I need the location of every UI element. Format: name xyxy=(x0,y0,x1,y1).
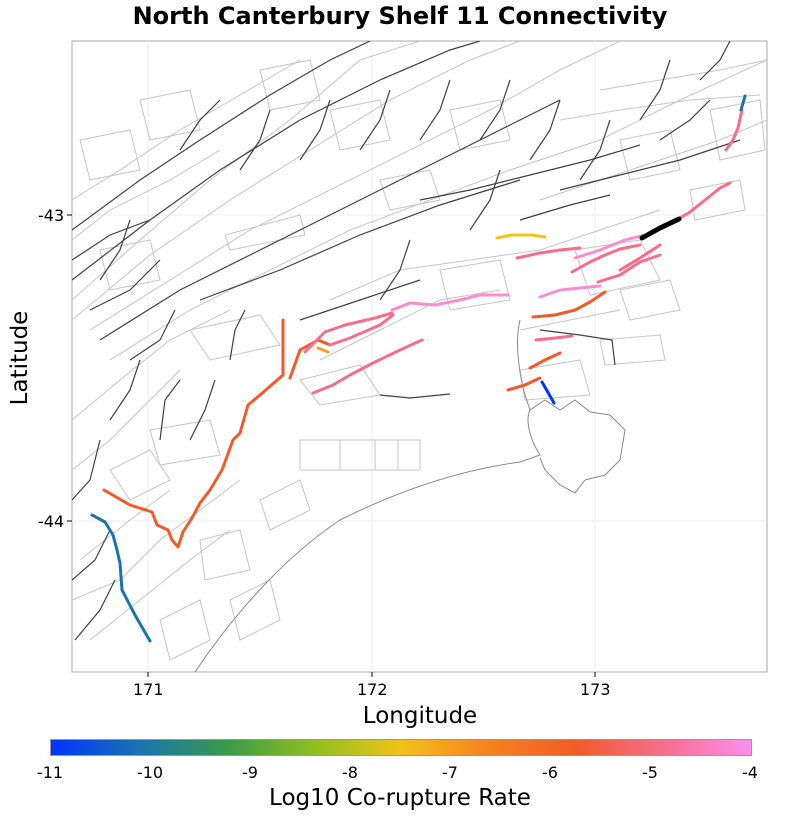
rupture-pink-3 xyxy=(573,233,647,260)
colored-ruptures xyxy=(90,94,747,643)
rupture-blue xyxy=(90,513,152,643)
rupture-salmon-8 xyxy=(618,243,662,272)
rupture-orange-small xyxy=(288,338,332,380)
rupture-orange-main xyxy=(102,318,285,549)
tick-marks xyxy=(67,214,596,677)
colorbar-tick-label: -7 xyxy=(442,763,458,782)
rupture-salmon-5 xyxy=(534,334,574,342)
colorbar-tick-label: -6 xyxy=(542,763,558,782)
colorbar-tick-label: -5 xyxy=(642,763,658,782)
colorbar-tick-label: -9 xyxy=(242,763,258,782)
rupture-salmon-9 xyxy=(671,181,732,224)
rupture-blue-2 xyxy=(540,380,556,405)
rupture-yellow xyxy=(495,233,547,240)
fault-traces-dark xyxy=(72,41,741,641)
rupture-orange-3 xyxy=(528,351,562,370)
map-title: North Canterbury Shelf 11 Connectivity xyxy=(132,2,668,30)
rupture-orange-2 xyxy=(531,290,607,319)
x-tick-label: 173 xyxy=(580,680,611,699)
colorbar-label: Log10 Co-rupture Rate xyxy=(269,785,531,811)
rupture-yellow-small xyxy=(316,346,330,354)
colorbar-tick-label: -8 xyxy=(342,763,358,782)
y-axis-label: Latitude xyxy=(7,310,33,406)
coastline xyxy=(194,399,626,672)
rupture-orange-4 xyxy=(506,376,542,392)
rupture-black-target xyxy=(639,216,682,241)
rupture-salmon-1 xyxy=(303,311,394,354)
colorbar xyxy=(50,739,752,756)
rupture-salmon-6 xyxy=(570,243,642,274)
rupture-salmon-2 xyxy=(311,338,424,395)
rupture-pink-2 xyxy=(538,284,602,299)
rupture-salmon-7 xyxy=(596,253,662,284)
x-axis-label: Longitude xyxy=(362,703,478,729)
colorbar-tick-label: -11 xyxy=(36,763,64,782)
colorbar-tick-label: -10 xyxy=(136,763,164,782)
gridlines xyxy=(72,41,767,672)
rupture-teal xyxy=(739,94,747,112)
x-tick-label: 171 xyxy=(133,680,164,699)
plot-area xyxy=(71,40,768,673)
rupture-salmon-3 xyxy=(328,313,395,347)
rupture-salmon-4 xyxy=(515,246,582,260)
y-tick-label: -43 xyxy=(38,206,65,225)
rupture-pink-1 xyxy=(390,293,510,312)
x-tick-label: 172 xyxy=(357,680,388,699)
coastline-inlet xyxy=(517,319,531,411)
rupture-salmon-10 xyxy=(724,108,744,152)
colorbar-tick-label: -4 xyxy=(742,763,758,782)
y-tick-label: -44 xyxy=(38,512,65,531)
